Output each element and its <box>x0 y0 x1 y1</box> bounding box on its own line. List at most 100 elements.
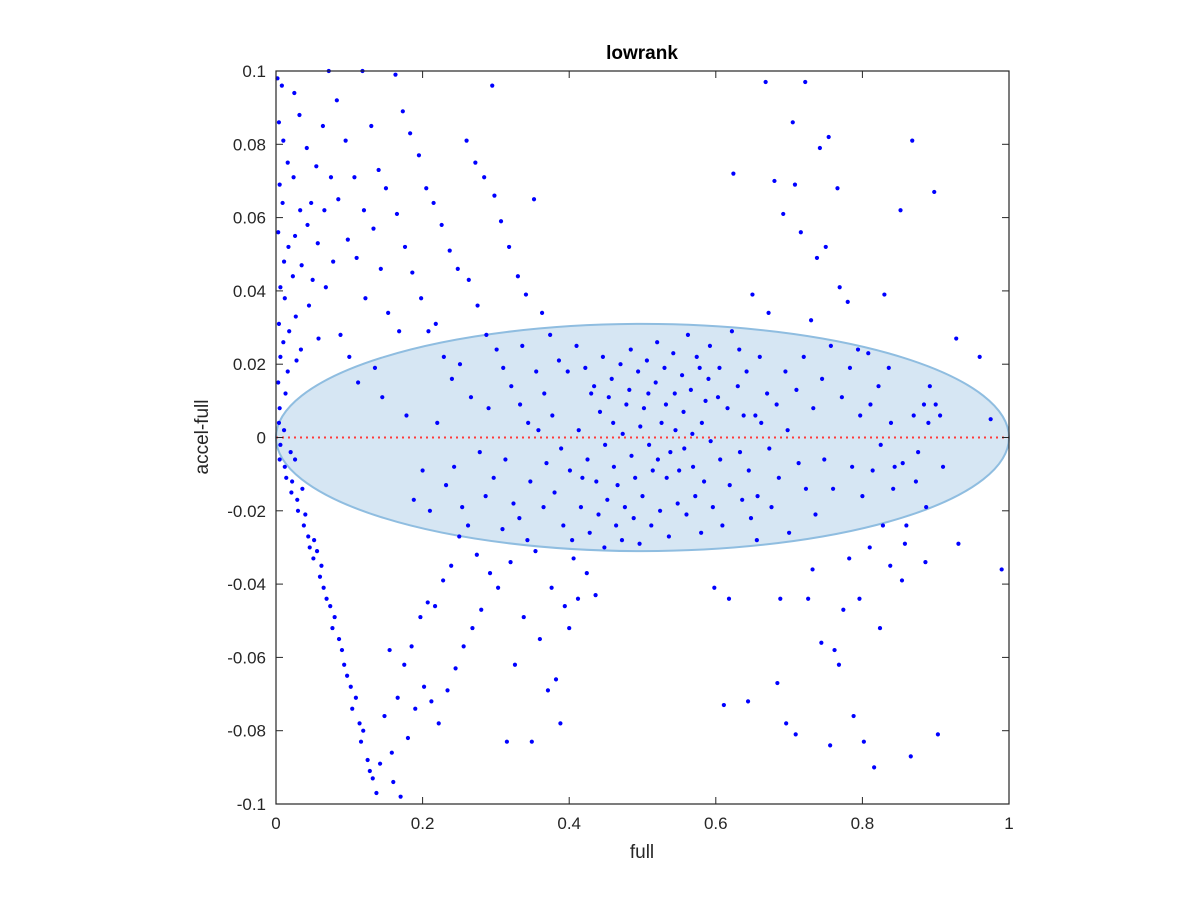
data-point <box>323 285 328 290</box>
data-point <box>755 494 760 499</box>
data-point <box>371 226 376 231</box>
data-point <box>347 354 352 359</box>
data-point <box>413 706 418 711</box>
data-point <box>720 523 725 528</box>
data-point <box>405 735 411 741</box>
data-point <box>735 384 740 389</box>
data-point <box>529 739 534 744</box>
data-point <box>750 292 755 297</box>
data-point <box>528 479 533 484</box>
data-point <box>798 230 803 235</box>
data-point <box>927 384 932 389</box>
data-point <box>357 721 362 726</box>
data-point <box>858 413 863 418</box>
data-point <box>609 376 614 381</box>
data-point <box>668 450 673 455</box>
data-point <box>631 516 636 521</box>
y-tick-label: 0.08 <box>233 135 266 154</box>
data-point <box>307 545 312 550</box>
data-point <box>690 431 695 436</box>
data-point <box>470 625 475 631</box>
data-point <box>383 186 389 191</box>
data-point <box>539 310 545 315</box>
data-point <box>483 494 488 499</box>
data-point <box>619 538 625 543</box>
data-point <box>501 365 506 370</box>
data-point <box>298 208 303 213</box>
data-point <box>721 702 726 708</box>
data-point <box>523 292 529 297</box>
data-point <box>282 464 287 469</box>
data-point <box>276 380 281 385</box>
data-point <box>737 347 742 352</box>
data-point <box>287 329 292 334</box>
data-point <box>511 501 516 506</box>
data-point <box>567 625 572 631</box>
data-point <box>977 354 982 359</box>
data-point <box>283 391 288 396</box>
data-point <box>342 662 347 667</box>
data-point <box>299 263 304 268</box>
data-point <box>637 541 642 546</box>
data-point <box>876 384 881 389</box>
y-tick-label: -0.02 <box>227 502 266 521</box>
data-point <box>860 494 865 499</box>
data-point <box>367 768 372 774</box>
data-point <box>710 505 715 510</box>
data-point <box>389 750 394 755</box>
data-point <box>515 274 520 279</box>
data-point <box>424 186 429 191</box>
data-point <box>418 614 423 620</box>
data-point <box>810 567 815 572</box>
data-point <box>321 585 326 590</box>
data-point <box>933 402 938 407</box>
data-point <box>429 699 434 704</box>
data-point <box>672 391 677 396</box>
data-point <box>460 505 465 510</box>
data-point <box>291 175 296 180</box>
data-point <box>899 578 905 583</box>
data-point <box>605 497 610 502</box>
data-point <box>416 153 422 158</box>
data-point <box>956 541 961 546</box>
data-point <box>819 640 824 645</box>
data-point <box>745 699 751 704</box>
data-point <box>629 453 634 458</box>
data-point <box>888 563 893 568</box>
data-point <box>587 530 592 535</box>
data-point <box>525 538 530 543</box>
data-point <box>650 468 655 473</box>
data-point <box>391 779 396 785</box>
data-point <box>778 596 783 601</box>
data-point <box>309 200 314 206</box>
x-tick-label: 0 <box>271 814 280 833</box>
data-point <box>292 457 298 462</box>
data-point <box>596 512 601 517</box>
x-axis-ticks: 0 0.2 0.4 0.6 0.8 1 <box>271 71 1014 833</box>
data-point <box>517 516 522 521</box>
data-point <box>627 387 632 392</box>
data-point <box>602 545 607 550</box>
data-point <box>855 347 861 352</box>
data-point <box>490 83 495 88</box>
y-tick-label: 0 <box>257 429 266 448</box>
data-point <box>404 413 409 418</box>
data-point <box>506 244 512 250</box>
data-point <box>585 457 590 462</box>
data-point <box>681 409 686 414</box>
data-point <box>603 442 608 447</box>
data-point <box>611 420 616 425</box>
data-point <box>550 413 555 418</box>
data-point <box>290 479 295 484</box>
data-point <box>701 479 707 484</box>
data-point <box>435 420 440 425</box>
data-point <box>793 732 798 737</box>
data-point <box>285 160 290 165</box>
data-point <box>744 369 749 374</box>
data-point <box>781 211 786 217</box>
data-point <box>447 248 452 253</box>
data-point <box>904 523 909 528</box>
data-point <box>402 662 407 667</box>
data-point <box>504 739 509 744</box>
x-tick-label: 1 <box>1004 814 1013 833</box>
